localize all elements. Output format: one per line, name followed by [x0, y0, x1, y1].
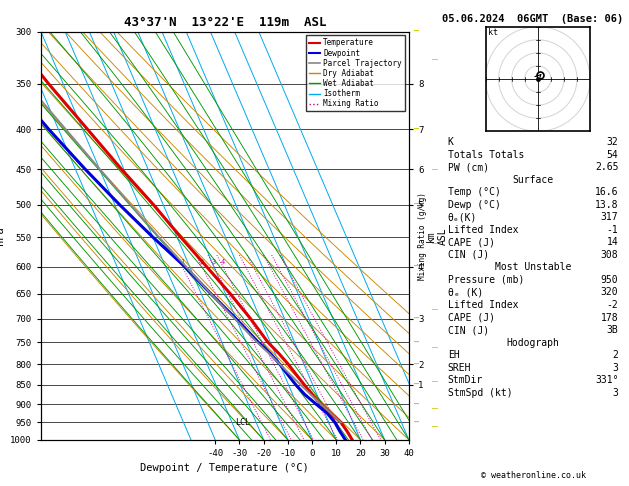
Text: 2: 2 [613, 350, 618, 360]
Text: —: — [432, 421, 438, 431]
Text: 3B: 3B [607, 325, 618, 335]
Text: —: — [432, 54, 438, 64]
Text: CAPE (J): CAPE (J) [448, 312, 495, 323]
Text: 320: 320 [601, 288, 618, 297]
Text: K: K [448, 137, 454, 147]
Text: θₑ (K): θₑ (K) [448, 288, 483, 297]
Text: Lifted Index: Lifted Index [448, 300, 518, 310]
Text: —: — [414, 200, 419, 209]
Text: 14: 14 [607, 237, 618, 247]
Text: 32: 32 [607, 137, 618, 147]
Text: 16.6: 16.6 [595, 187, 618, 197]
Text: StmDir: StmDir [448, 375, 483, 385]
Text: 308: 308 [601, 250, 618, 260]
Text: CIN (J): CIN (J) [448, 250, 489, 260]
Text: —: — [432, 342, 438, 352]
Text: —: — [414, 338, 419, 347]
Text: Lifted Index: Lifted Index [448, 225, 518, 235]
Text: θₑ(K): θₑ(K) [448, 212, 477, 222]
Text: 3: 3 [613, 388, 618, 398]
Text: —: — [414, 418, 419, 427]
Text: Dewp (°C): Dewp (°C) [448, 200, 501, 209]
Text: 54: 54 [607, 150, 618, 159]
Text: —: — [414, 27, 419, 36]
Text: -2: -2 [607, 300, 618, 310]
Y-axis label: hPa: hPa [0, 226, 5, 245]
Text: —: — [414, 360, 419, 369]
Text: 950: 950 [601, 275, 618, 285]
Text: -1: -1 [607, 225, 618, 235]
Text: 3: 3 [212, 259, 216, 265]
Text: 3: 3 [613, 363, 618, 373]
Text: © weatheronline.co.uk: © weatheronline.co.uk [481, 471, 586, 480]
Text: 05.06.2024  06GMT  (Base: 06): 05.06.2024 06GMT (Base: 06) [442, 14, 624, 24]
Text: Surface: Surface [513, 174, 554, 185]
Text: kt: kt [488, 28, 498, 36]
Text: —: — [432, 304, 438, 314]
Text: 4: 4 [221, 259, 225, 265]
Text: PW (cm): PW (cm) [448, 162, 489, 172]
Text: SREH: SREH [448, 363, 471, 373]
Text: 1: 1 [180, 259, 184, 265]
Text: StmSpd (kt): StmSpd (kt) [448, 388, 513, 398]
Text: Mixing Ratio (g/kg): Mixing Ratio (g/kg) [418, 192, 427, 279]
Text: —: — [432, 376, 438, 386]
X-axis label: Dewpoint / Temperature (°C): Dewpoint / Temperature (°C) [140, 464, 309, 473]
Text: —: — [432, 238, 438, 248]
Text: Totals Totals: Totals Totals [448, 150, 524, 159]
Text: —: — [414, 314, 419, 323]
Text: Pressure (mb): Pressure (mb) [448, 275, 524, 285]
Text: 317: 317 [601, 212, 618, 222]
Text: 2: 2 [200, 259, 204, 265]
Text: —: — [414, 380, 419, 389]
Text: —: — [414, 399, 419, 409]
Text: Temp (°C): Temp (°C) [448, 187, 501, 197]
Text: 2.65: 2.65 [595, 162, 618, 172]
Title: 43°37'N  13°22'E  119m  ASL: 43°37'N 13°22'E 119m ASL [124, 16, 326, 29]
Text: EH: EH [448, 350, 459, 360]
Text: —: — [432, 403, 438, 413]
Text: 178: 178 [601, 312, 618, 323]
Text: —: — [432, 164, 438, 174]
Text: CIN (J): CIN (J) [448, 325, 489, 335]
Y-axis label: km
ASL: km ASL [426, 227, 448, 244]
Text: 331°: 331° [595, 375, 618, 385]
Text: —: — [414, 124, 419, 134]
Legend: Temperature, Dewpoint, Parcel Trajectory, Dry Adiabat, Wet Adiabat, Isotherm, Mi: Temperature, Dewpoint, Parcel Trajectory… [306, 35, 405, 111]
Text: 13.8: 13.8 [595, 200, 618, 209]
Text: CAPE (J): CAPE (J) [448, 237, 495, 247]
Text: —: — [414, 262, 419, 271]
Text: LCL: LCL [235, 418, 250, 427]
Text: Hodograph: Hodograph [506, 338, 560, 347]
Text: Most Unstable: Most Unstable [495, 262, 571, 272]
